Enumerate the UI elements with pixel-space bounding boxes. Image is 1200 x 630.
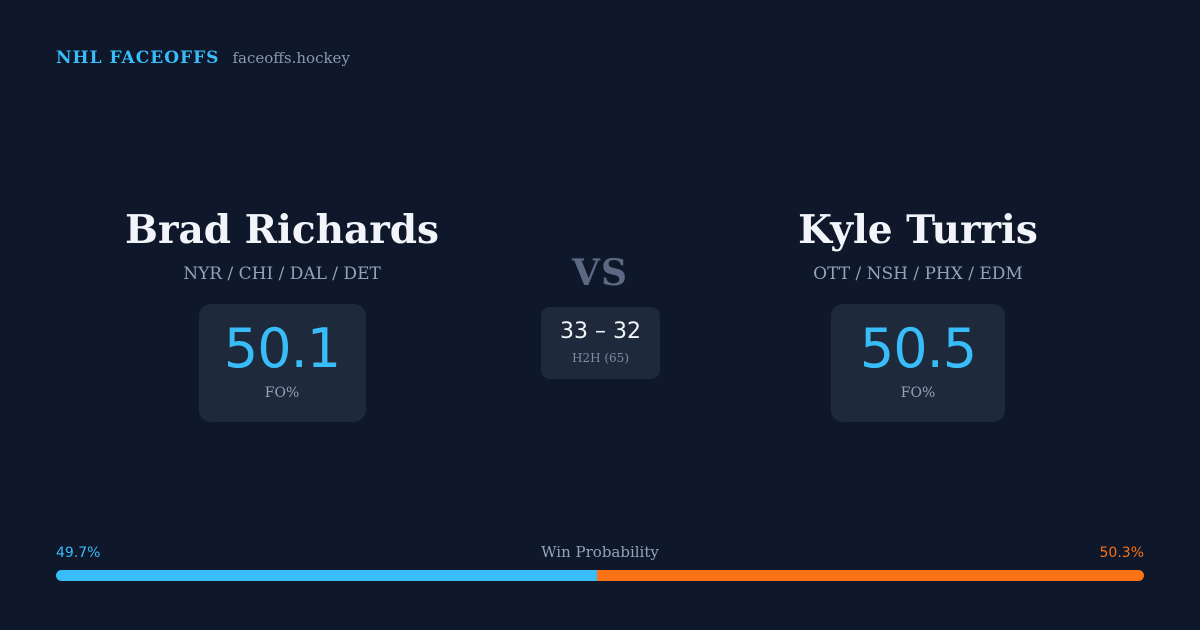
win-prob-right-value: 50.3% [1099,545,1144,561]
player-right-name: Kyle Turris [798,207,1038,253]
win-prob-left-fill [56,570,597,581]
win-probability-bar [56,570,1144,581]
win-prob-left-value: 49.7% [56,545,101,561]
player-left-fo-value: 50.1 [223,317,341,380]
player-right-fo-label: FO% [900,385,936,401]
player-left-name: Brad Richards [125,207,439,253]
win-prob-right-fill [596,570,1144,581]
brand-url: faceoffs.hockey [232,49,350,67]
player-left-teams: NYR / CHI / DAL / DET [183,264,381,284]
h2h-label: H2H (65) [571,351,629,365]
player-left: Brad Richards NYR / CHI / DAL / DET 50.1… [72,203,492,422]
player-left-stat-card: 50.1 FO% [198,304,366,422]
h2h-score: 33 – 32 [560,319,641,344]
brand-name: NHL FACEOFFS [56,48,220,68]
player-left-fo-label: FO% [264,385,300,401]
h2h-card: 33 – 32 H2H (65) [541,307,660,379]
player-right-teams: OTT / NSH / PHX / EDM [813,264,1023,284]
player-right-stat-card: 50.5 FO% [831,304,1005,422]
brand-header: NHL FACEOFFS faceoffs.hockey [56,48,350,68]
player-right-fo-value: 50.5 [859,317,977,380]
vs-label: VS [572,252,628,294]
win-prob-title: Win Probability [541,543,659,561]
player-right: Kyle Turris OTT / NSH / PHX / EDM 50.5 F… [708,203,1128,422]
